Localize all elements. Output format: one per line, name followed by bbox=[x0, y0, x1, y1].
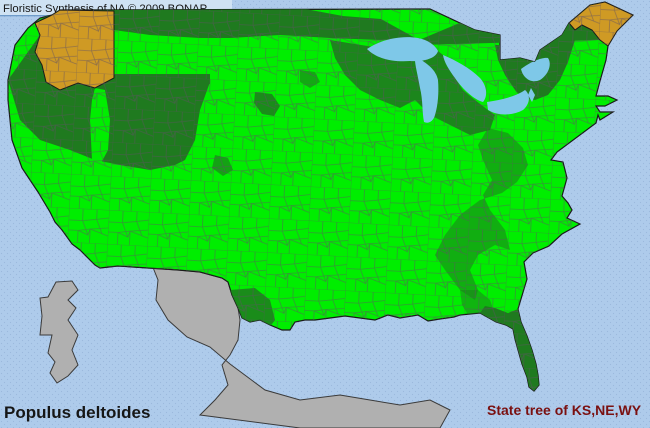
svg-text:Populus deltoides: Populus deltoides bbox=[4, 403, 150, 422]
svg-text:State tree of KS,NE,WY: State tree of KS,NE,WY bbox=[487, 402, 642, 418]
